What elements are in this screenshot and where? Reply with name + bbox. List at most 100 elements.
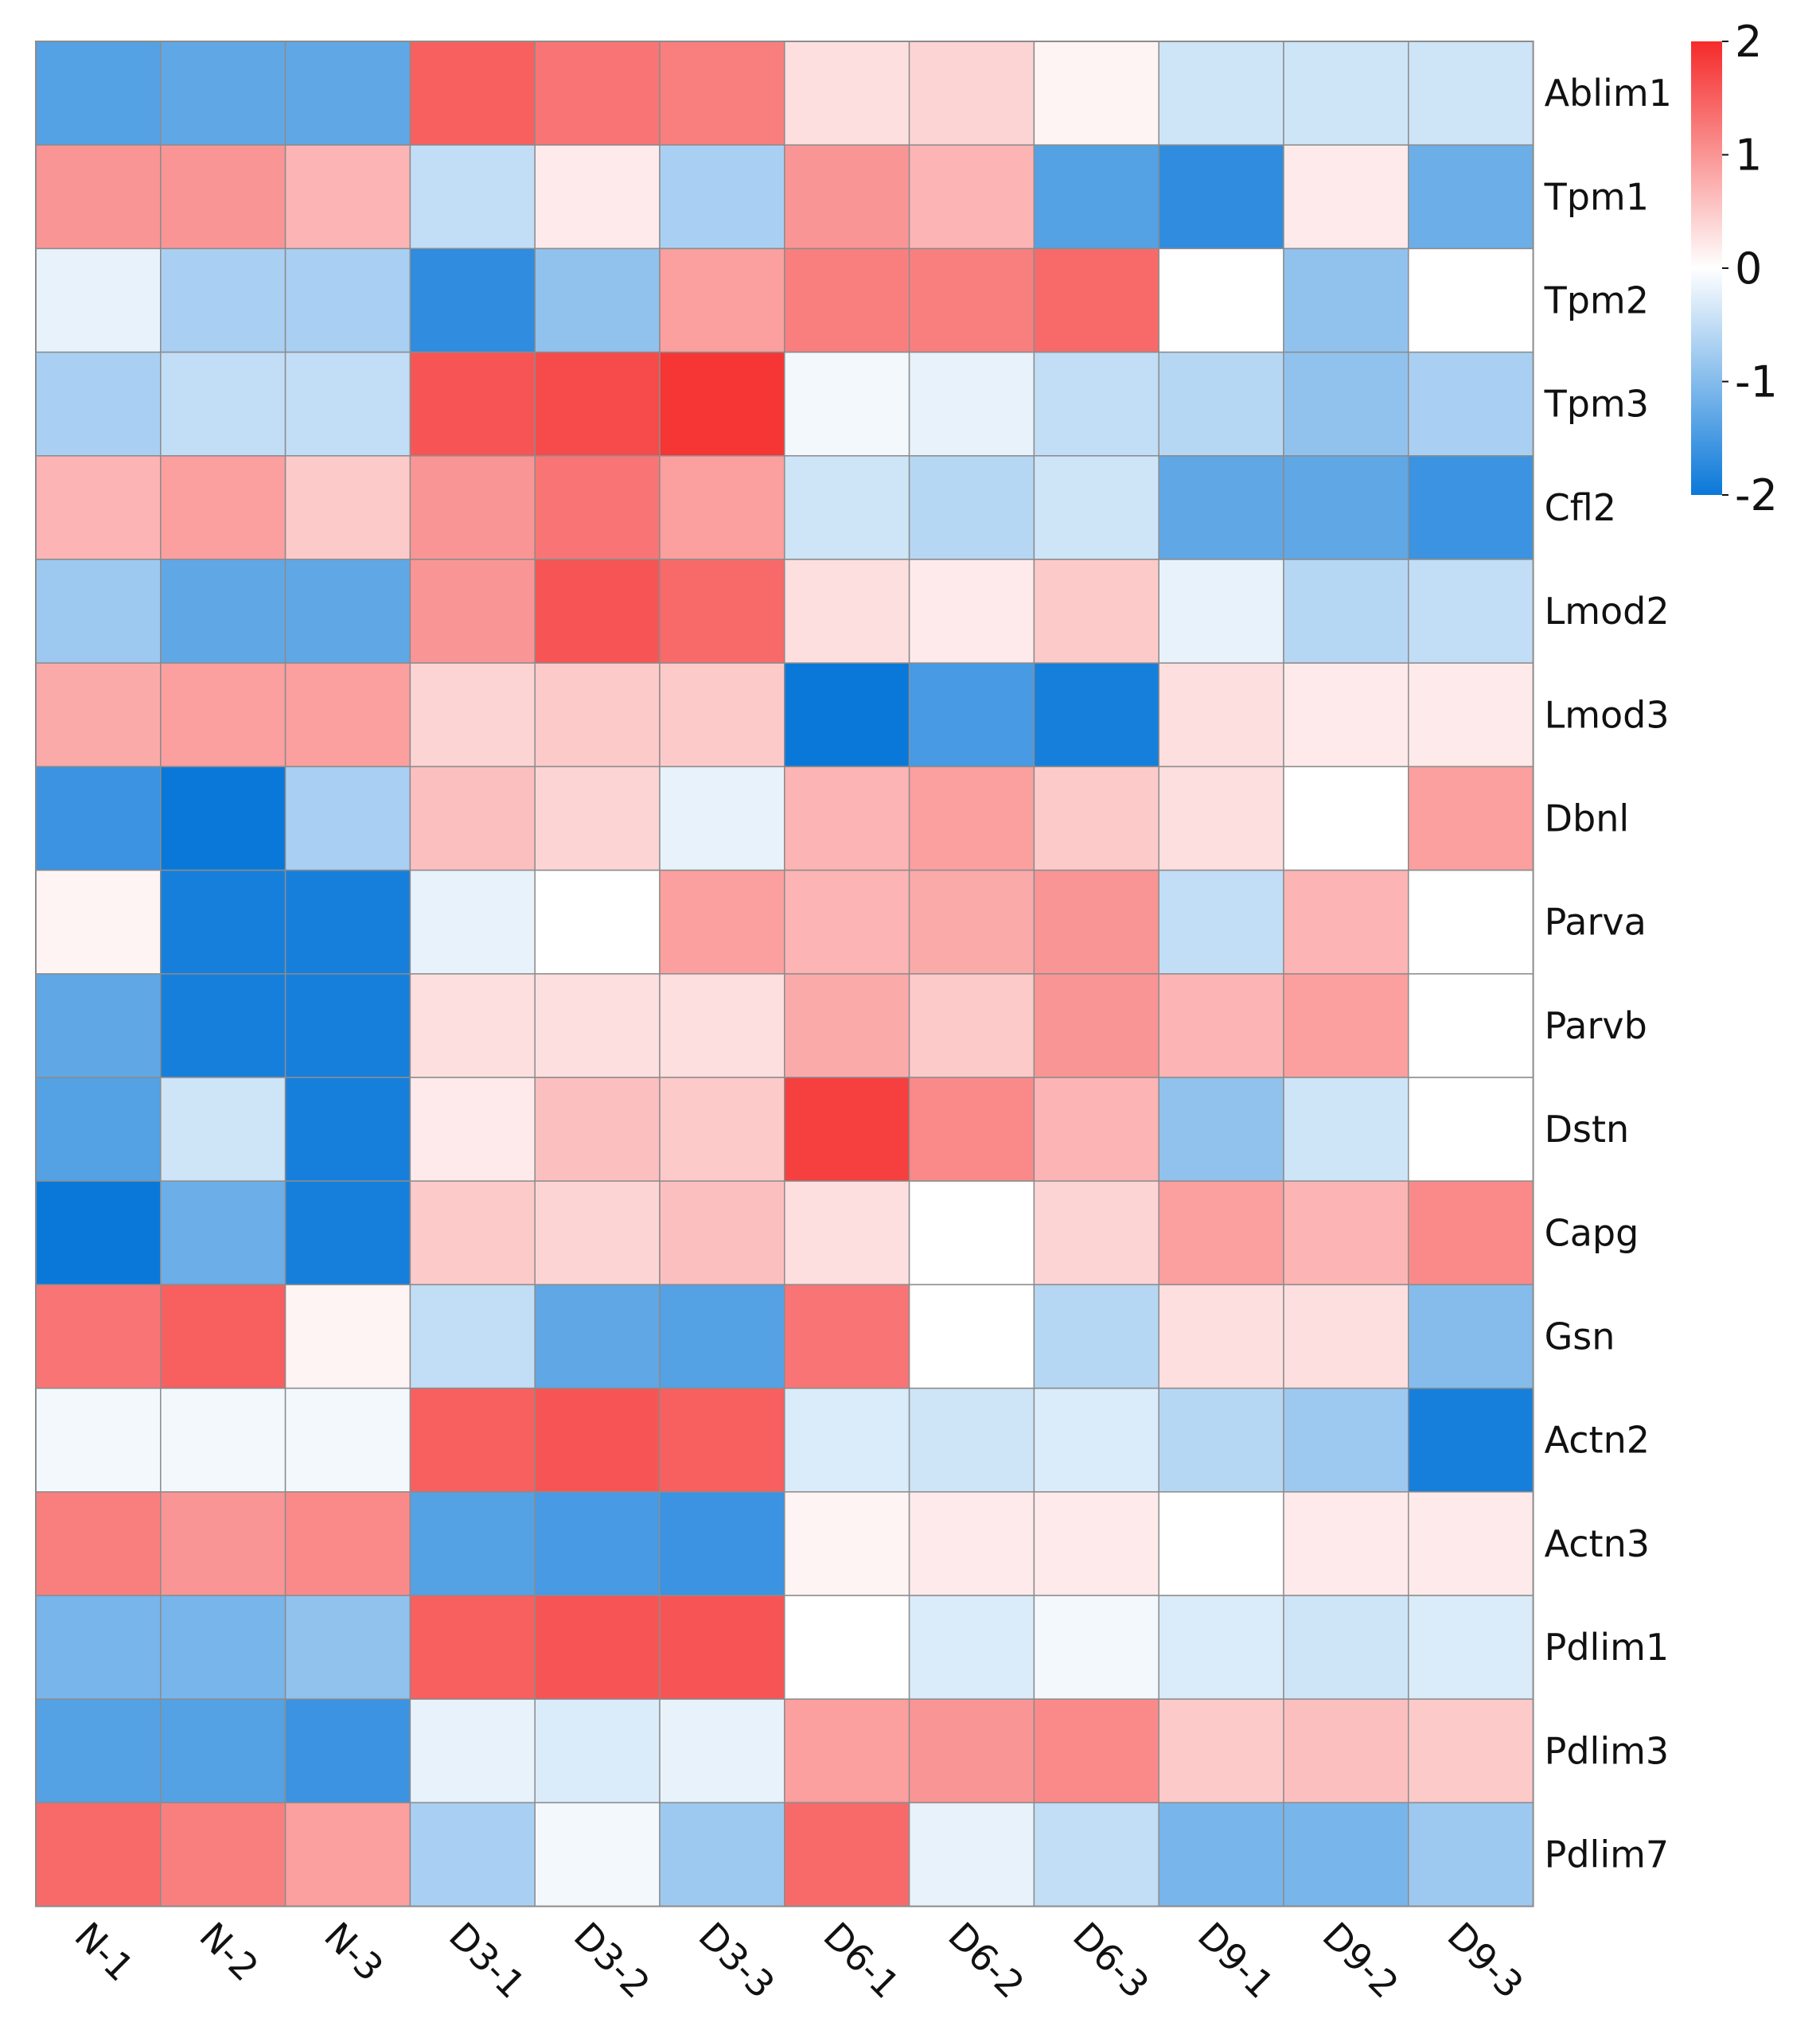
row-label-tpm2: Tpm2 — [1544, 279, 1649, 322]
heatmap-cell-pdlim1-d6-1 — [784, 1595, 910, 1700]
colorbar-tick-label: -2 — [1735, 470, 1778, 520]
heatmap-cell-actn2-n-1 — [35, 1387, 162, 1493]
heatmap-cell-lmod3-d3-1 — [409, 662, 536, 768]
row-label-dbnl: Dbnl — [1545, 797, 1630, 840]
heatmap-cell-parva-d6-2 — [908, 869, 1035, 975]
heatmap-cell-dstn-d9-3 — [1408, 1077, 1534, 1182]
heatmap-cell-pdlim3-n-2 — [160, 1698, 286, 1804]
heatmap-cell-pdlim7-d6-3 — [1033, 1802, 1159, 1907]
heatmap-cell-pdlim7-n-2 — [160, 1802, 286, 1907]
heatmap-cell-tpm1-d6-1 — [784, 144, 910, 250]
heatmap-cell-lmod2-d3-2 — [534, 559, 661, 664]
heatmap-cell-lmod2-d9-3 — [1408, 559, 1534, 664]
heatmap-cell-pdlim1-d9-2 — [1283, 1595, 1409, 1700]
heatmap-cell-pdlim7-d9-3 — [1408, 1802, 1534, 1907]
heatmap-cell-parvb-d3-1 — [409, 973, 536, 1078]
heatmap-cell-pdlim3-d3-2 — [534, 1698, 661, 1804]
heatmap-cell-actn2-d9-2 — [1283, 1387, 1409, 1493]
column-label-d6-3: D6-3 — [1065, 1914, 1157, 2006]
heatmap-cell-tpm2-d9-3 — [1408, 247, 1534, 353]
heatmap-cell-dbnl-d9-2 — [1283, 766, 1409, 871]
heatmap-cell-tpm1-d6-2 — [908, 144, 1035, 250]
heatmap-cell-capg-d3-1 — [409, 1180, 536, 1286]
heatmap-cell-lmod3-d3-3 — [659, 662, 785, 768]
heatmap-cell-capg-d3-3 — [659, 1180, 785, 1286]
colorbar-tick-label: 0 — [1735, 244, 1762, 294]
heatmap-cell-dbnl-d9-1 — [1158, 766, 1284, 871]
heatmap-cell-lmod2-d9-2 — [1283, 559, 1409, 664]
heatmap-cell-lmod3-d9-3 — [1408, 662, 1534, 768]
heatmap-cell-actn2-d9-3 — [1408, 1387, 1534, 1493]
heatmap-cell-gsn-n-1 — [35, 1284, 162, 1389]
heatmap-cell-dbnl-n-2 — [160, 766, 286, 871]
heatmap-cell-parvb-d3-2 — [534, 973, 661, 1078]
heatmap-cell-gsn-d9-2 — [1283, 1284, 1409, 1389]
heatmap-cell-tpm2-d9-2 — [1283, 247, 1409, 353]
heatmap-cell-ablim1-d9-2 — [1283, 41, 1409, 146]
heatmap-cell-lmod2-d6-2 — [908, 559, 1035, 664]
heatmap-cell-parva-n-1 — [35, 869, 162, 975]
heatmap-cell-gsn-d6-2 — [908, 1284, 1035, 1389]
heatmap-cell-pdlim1-d3-3 — [659, 1595, 785, 1700]
heatmap-cell-cfl2-d6-1 — [784, 455, 910, 560]
heatmap-cell-tpm3-n-3 — [284, 351, 411, 457]
heatmap-cell-lmod2-n-2 — [160, 559, 286, 664]
row-label-pdlim3: Pdlim3 — [1545, 1729, 1670, 1772]
heatmap-cell-actn3-n-3 — [284, 1491, 411, 1596]
row-label-actn2: Actn2 — [1545, 1419, 1650, 1462]
heatmap-cell-tpm2-d6-2 — [908, 247, 1035, 353]
heatmap-cell-dstn-d9-2 — [1283, 1077, 1409, 1182]
heatmap-cell-pdlim3-n-3 — [284, 1698, 411, 1804]
heatmap-cell-tpm2-d9-1 — [1158, 247, 1284, 353]
heatmap-cell-dbnl-d3-3 — [659, 766, 785, 871]
row-label-actn3: Actn3 — [1545, 1522, 1650, 1565]
heatmap-cell-pdlim7-n-1 — [35, 1802, 162, 1907]
heatmap-cell-dstn-d6-3 — [1033, 1077, 1159, 1182]
heatmap-cell-tpm1-d3-3 — [659, 144, 785, 250]
heatmap-cell-pdlim3-n-1 — [35, 1698, 162, 1804]
heatmap-cell-capg-d9-3 — [1408, 1180, 1534, 1286]
heatmap-cell-parvb-d3-3 — [659, 973, 785, 1078]
column-label-n-3: N-3 — [316, 1914, 392, 1989]
heatmap-cell-ablim1-d9-1 — [1158, 41, 1284, 146]
heatmap-cells — [35, 41, 1534, 1907]
heatmap-cell-gsn-d3-2 — [534, 1284, 661, 1389]
heatmap-cell-pdlim3-d6-2 — [908, 1698, 1035, 1804]
heatmap-cell-tpm1-d9-2 — [1283, 144, 1409, 250]
heatmap-cell-tpm3-d3-3 — [659, 351, 785, 457]
colorbar-tick-label: -1 — [1735, 357, 1778, 407]
heatmap-cell-gsn-d6-3 — [1033, 1284, 1159, 1389]
heatmap-cell-actn3-d9-2 — [1283, 1491, 1409, 1596]
row-label-pdlim7: Pdlim7 — [1545, 1833, 1670, 1876]
heatmap-cell-parvb-d6-1 — [784, 973, 910, 1078]
heatmap-cell-pdlim3-d3-3 — [659, 1698, 785, 1804]
row-label-parva: Parva — [1545, 901, 1647, 944]
heatmap-cell-parvb-n-3 — [284, 973, 411, 1078]
column-label-d3-3: D3-3 — [691, 1914, 783, 2006]
heatmap-cell-cfl2-d6-3 — [1033, 455, 1159, 560]
heatmap-cell-dstn-d3-1 — [409, 1077, 536, 1182]
heatmap-cell-cfl2-d6-2 — [908, 455, 1035, 560]
heatmap-cell-dbnl-d6-2 — [908, 766, 1035, 871]
heatmap-cell-lmod3-n-2 — [160, 662, 286, 768]
heatmap-cell-capg-n-1 — [35, 1180, 162, 1286]
heatmap-cell-lmod2-d9-1 — [1158, 559, 1284, 664]
heatmap-cell-dstn-d3-2 — [534, 1077, 661, 1182]
heatmap-cell-dstn-d9-1 — [1158, 1077, 1284, 1182]
heatmap-cell-pdlim3-d3-1 — [409, 1698, 536, 1804]
heatmap-cell-dbnl-d6-1 — [784, 766, 910, 871]
heatmap-cell-pdlim7-d3-1 — [409, 1802, 536, 1907]
heatmap-cell-ablim1-n-1 — [35, 41, 162, 146]
heatmap-cell-pdlim1-n-1 — [35, 1595, 162, 1700]
heatmap-cell-parvb-d9-3 — [1408, 973, 1534, 1078]
heatmap-cell-tpm2-n-1 — [35, 247, 162, 353]
heatmap-cell-dbnl-d3-1 — [409, 766, 536, 871]
heatmap-cell-dstn-n-1 — [35, 1077, 162, 1182]
heatmap-cell-actn3-n-2 — [160, 1491, 286, 1596]
heatmap-cell-lmod3-d9-1 — [1158, 662, 1284, 768]
heatmap-cell-parvb-d6-2 — [908, 973, 1035, 1078]
column-label-n-2: N-2 — [191, 1914, 267, 1989]
heatmap-cell-tpm3-d6-1 — [784, 351, 910, 457]
heatmap-cell-actn2-d3-1 — [409, 1387, 536, 1493]
